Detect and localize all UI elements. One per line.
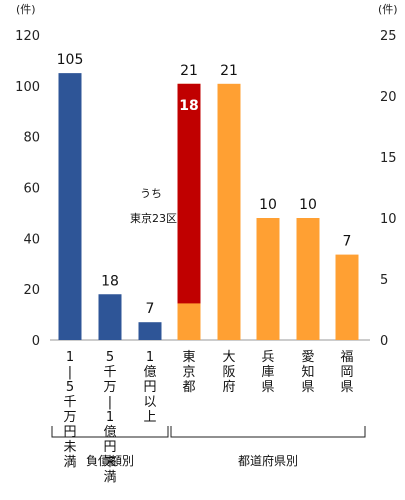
category-char: 円 <box>143 380 156 395</box>
bar <box>98 294 122 340</box>
category-char: 満 <box>63 455 76 470</box>
bar <box>58 73 82 340</box>
bar <box>296 218 320 340</box>
category-char: 5 <box>106 350 114 365</box>
left-axis-ticks: 0 20 40 60 80 100 120 <box>15 29 40 349</box>
data-labels: 105 18 7 21 21 10 10 7 18 <box>57 52 352 317</box>
right-tick-label: 0 <box>380 334 388 349</box>
category-char: 阪 <box>222 365 235 380</box>
category-char: 1 <box>66 350 74 365</box>
category-char: 1 <box>146 350 154 365</box>
group-label: 都道府県別 <box>238 453 298 468</box>
data-label: 10 <box>259 197 277 213</box>
left-tick-label: 100 <box>15 80 40 95</box>
category-char: 円 <box>63 425 76 440</box>
category-char: 東 <box>182 349 195 365</box>
right-tick-label: 10 <box>380 212 397 227</box>
inset-bar <box>177 83 201 304</box>
category-label: 1 | 5 千万円未満 <box>63 350 76 470</box>
category-label: 5 千万| 1 億円未満 <box>103 350 116 485</box>
bar <box>335 254 359 340</box>
category-label: 福岡県 <box>340 350 353 395</box>
category-char: 未 <box>103 455 116 470</box>
category-char: 知 <box>301 364 314 380</box>
right-tick-label: 5 <box>380 273 388 288</box>
category-char: 1 <box>106 410 114 425</box>
left-tick-label: 60 <box>23 182 40 197</box>
category-char: 以 <box>143 395 156 410</box>
category-char: 岡 <box>340 365 353 380</box>
right-axis-ticks: 0 5 10 15 20 25 <box>380 29 397 349</box>
right-tick-label: 20 <box>380 90 397 105</box>
category-char: 万 <box>63 410 76 425</box>
category-char: 億 <box>103 424 116 440</box>
group-label: 負債額別 <box>86 453 134 468</box>
right-tick-label: 15 <box>380 151 397 166</box>
left-tick-label: 20 <box>23 283 40 298</box>
category-char: | <box>108 395 112 410</box>
group-bracket <box>170 426 366 438</box>
left-tick-label: 40 <box>23 232 40 247</box>
category-char: 千 <box>103 365 116 380</box>
category-char: | <box>68 365 72 380</box>
category-char: 福 <box>340 350 353 365</box>
data-label: 7 <box>343 234 352 250</box>
category-char: 庫 <box>261 365 274 380</box>
category-char: 兵 <box>261 350 274 365</box>
bars <box>58 73 359 341</box>
annotation-line-2: 東京23区 <box>130 211 177 225</box>
bar <box>256 218 280 340</box>
category-label: 1 億円以上 <box>143 350 156 425</box>
category-char: 万 <box>103 380 116 395</box>
left-tick-label: 0 <box>32 334 40 349</box>
data-label: 7 <box>146 301 155 317</box>
data-label: 21 <box>180 63 198 79</box>
right-tick-label: 25 <box>380 29 397 44</box>
category-label: 東京都 <box>182 349 195 395</box>
category-char: 億 <box>143 364 156 380</box>
category-char: 府 <box>222 380 235 395</box>
group-bracket <box>51 426 169 438</box>
category-char: 県 <box>301 380 314 395</box>
data-label: 18 <box>101 273 119 289</box>
category-char: 5 <box>66 380 74 395</box>
category-label: 兵庫県 <box>261 350 274 395</box>
group-brackets: 負債額別 都道府県別 <box>51 426 366 468</box>
inset-data-label: 18 <box>179 98 198 114</box>
category-char: 県 <box>261 380 274 395</box>
right-axis-unit: (件) <box>378 3 398 16</box>
data-label: 105 <box>57 52 84 68</box>
category-char: 京 <box>182 365 195 380</box>
category-char: 円 <box>103 440 116 455</box>
data-label: 21 <box>220 63 238 79</box>
category-char: 満 <box>103 470 116 485</box>
bar <box>138 322 162 340</box>
bar <box>217 83 241 341</box>
category-char: 未 <box>63 440 76 455</box>
annotation-line-1: うち <box>140 187 162 200</box>
left-tick-label: 80 <box>23 131 40 146</box>
left-tick-label: 120 <box>15 29 40 44</box>
category-char: 県 <box>340 380 353 395</box>
category-char: 千 <box>63 395 76 410</box>
category-char: 都 <box>182 380 195 395</box>
data-label: 10 <box>299 197 317 213</box>
category-char: 愛 <box>301 350 314 365</box>
category-label: 愛知県 <box>301 350 314 395</box>
category-char: 大 <box>222 350 235 365</box>
category-char: 上 <box>143 410 156 425</box>
category-label: 大阪府 <box>222 350 235 395</box>
left-axis-unit: (件) <box>16 3 36 16</box>
